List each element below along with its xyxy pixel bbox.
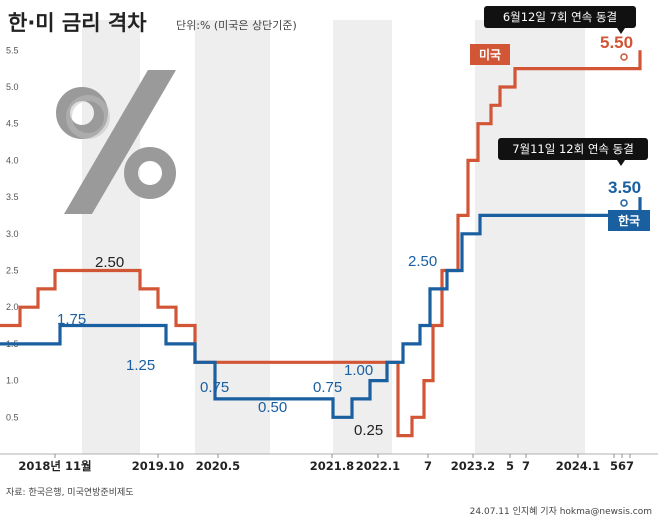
x-tick-label: 2024.1 [556, 459, 600, 473]
y-tick-label: 3.0 [6, 229, 19, 239]
y-tick-label: 5.5 [6, 45, 19, 55]
us-end-marker [620, 53, 628, 61]
y-tick-label: 1.0 [6, 376, 19, 386]
source-note: 자료: 한국은행, 미국연방준비제도 [6, 486, 134, 498]
kr-label-050: 0.50 [258, 399, 287, 416]
kr-end-marker [620, 199, 628, 207]
us-callout-text: 6월12일 7회 연속 동결 [503, 10, 617, 24]
x-tick-label: 5 [506, 459, 514, 473]
credit-note: 24.07.11 인지혜 기자 hokma@newsis.com [470, 505, 652, 517]
y-tick-label: 2.5 [6, 266, 19, 276]
legend-us-label: 미국 [479, 47, 501, 62]
year-band [475, 20, 585, 454]
kr-label-075a: 0.75 [200, 379, 229, 396]
x-tick-label: 7 [522, 459, 530, 473]
y-tick-label: 4.0 [6, 155, 19, 165]
x-tick-label: 2022.1 [356, 459, 400, 473]
y-tick-label: 4.5 [6, 119, 19, 129]
legend-kr-label: 한국 [618, 213, 640, 228]
y-tick-label: 2.0 [6, 302, 19, 312]
x-tick-label: 7 [424, 459, 432, 473]
x-tick-label: 7 [626, 459, 634, 473]
kr-callout-text: 7월11일 12회 연속 동결 [512, 142, 634, 156]
x-tick-label: 6 [618, 459, 626, 473]
us-rate-line [0, 50, 642, 438]
x-tick-label: 2021.8 [310, 459, 354, 473]
kr-callout: 7월11일 12회 연속 동결 [498, 138, 648, 166]
percent-icon [56, 70, 176, 214]
year-band [195, 20, 270, 454]
legend-us: 미국 [470, 44, 510, 65]
kr-label-250: 2.50 [408, 253, 437, 270]
page-title: 한·미 금리 격차 [8, 11, 147, 35]
year-band [82, 20, 140, 454]
y-tick-label: 5.0 [6, 82, 19, 92]
y-tick-label: 3.5 [6, 192, 19, 202]
x-tick-label: 2020.5 [196, 459, 240, 473]
kr-label-075b: 0.75 [313, 379, 342, 396]
kr-label-125: 1.25 [126, 357, 155, 374]
x-tick-label: 2018년 11월 [18, 459, 91, 473]
us-final-value: 5.50 [600, 33, 633, 52]
x-axis: 2018년 11월 2019.10 2020.5 2021.8 2022.1 7 2023.… [18, 454, 634, 473]
y-axis: 0.51.01.52.02.53.03.54.04.55.05.5 [0, 45, 658, 455]
kr-final-value: 3.50 [608, 178, 641, 197]
legend-kr: 한국 [608, 210, 650, 231]
us-label-250: 2.50 [95, 254, 124, 271]
y-tick-label: 0.5 [6, 412, 19, 422]
kr-rate-line [0, 197, 642, 419]
unit-note: 단위:% (미국은 상단기준) [176, 19, 297, 32]
kr-label-100: 1.00 [344, 362, 373, 379]
x-tick-label: 5 [610, 459, 618, 473]
x-tick-label: 2019.10 [132, 459, 184, 473]
us-callout: 6월12일 7회 연속 동결 [484, 6, 636, 34]
x-tick-label: 2023.2 [451, 459, 495, 473]
year-bands [82, 20, 585, 454]
us-label-025: 0.25 [354, 422, 383, 439]
kr-label-175: 1.75 [57, 311, 86, 328]
